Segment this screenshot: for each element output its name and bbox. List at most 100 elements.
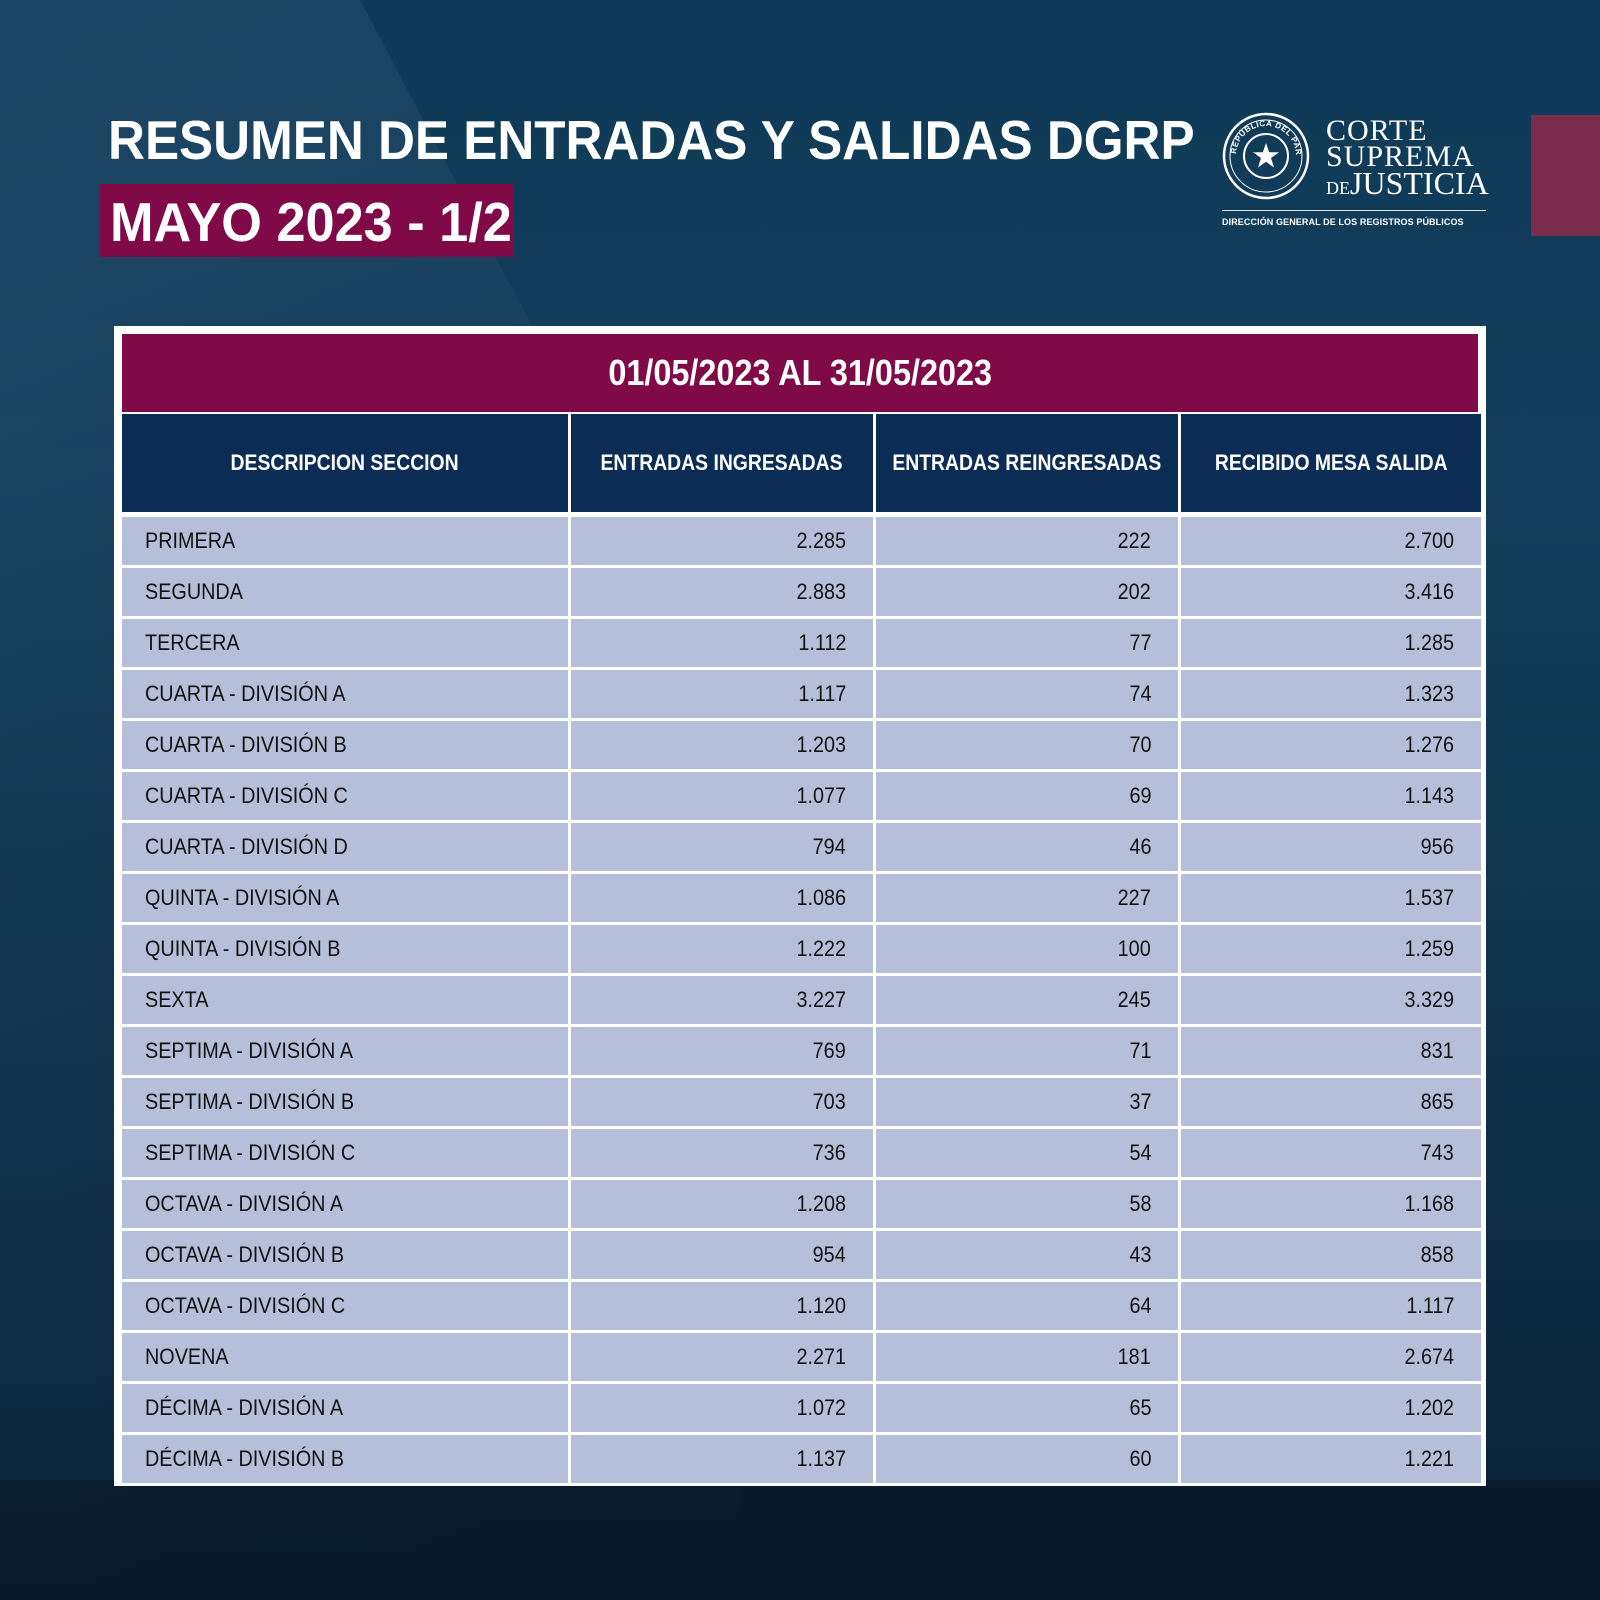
descripcion-cell: OCTAVA - DIVISIÓN A [122, 1180, 568, 1228]
entradas-reingresadas-cell: 245 [876, 976, 1178, 1024]
table-cell-text: 736 [812, 1140, 846, 1165]
entradas-ingresadas-cell: 2.285 [571, 517, 873, 565]
accent-tab [1531, 115, 1600, 236]
entradas-ingresadas-cell: 1.086 [571, 874, 873, 922]
table-cell-text: CUARTA - DIVISIÓN A [145, 681, 346, 706]
entradas-ingresadas-cell: 703 [571, 1078, 873, 1126]
column-header-label: ENTRADAS INGRESADAS [600, 450, 844, 475]
period-label: 01/05/2023 AL 31/05/2023 [608, 352, 992, 393]
recibido-mesa-salida-cell: 1.259 [1181, 925, 1481, 973]
summary-table-card: 01/05/2023 AL 31/05/2023 DESCRIPCION SEC… [114, 326, 1486, 1486]
entradas-ingresadas-cell: 1.112 [571, 619, 873, 667]
table-cell-text: SEPTIMA - DIVISIÓN C [145, 1140, 356, 1165]
table-cell-text: 1.202 [1404, 1395, 1454, 1420]
table-cell-text: 202 [1117, 579, 1151, 604]
descripcion-cell: NOVENA [122, 1333, 568, 1381]
descripcion-cell: QUINTA - DIVISIÓN B [122, 925, 568, 973]
descripcion-cell: OCTAVA - DIVISIÓN C [122, 1282, 568, 1330]
entradas-ingresadas-cell: 1.077 [571, 772, 873, 820]
table-cell-text: 865 [1420, 1089, 1454, 1114]
entradas-reingresadas-cell: 64 [876, 1282, 1178, 1330]
descripcion-cell: SEPTIMA - DIVISIÓN B [122, 1078, 568, 1126]
recibido-mesa-salida-cell: 1.537 [1181, 874, 1481, 922]
table-cell-text: SEGUNDA [145, 579, 243, 604]
recibido-mesa-salida-cell: 1.168 [1181, 1180, 1481, 1228]
page-title: RESUMEN DE ENTRADAS Y SALIDAS DGRP [108, 109, 1195, 171]
entradas-reingresadas-cell: 202 [876, 568, 1178, 616]
entradas-ingresadas-cell: 1.203 [571, 721, 873, 769]
table-cell-text: 1.222 [796, 936, 846, 961]
table-cell-text: 69 [1128, 783, 1151, 808]
table-cell-text: 858 [1420, 1242, 1454, 1267]
entradas-reingresadas-cell: 46 [876, 823, 1178, 871]
column-header-entradas-reingresadas: ENTRADAS REINGRESADAS [876, 414, 1178, 512]
table-cell-text: PRIMERA [145, 528, 236, 553]
entradas-ingresadas-cell: 1.222 [571, 925, 873, 973]
entradas-reingresadas-cell: 222 [876, 517, 1178, 565]
descripcion-cell: CUARTA - DIVISIÓN D [122, 823, 568, 871]
corte-suprema-logo: REPÚBLICA DEL PARAGUAY CORTE SUPREMA DEJ… [1222, 112, 1489, 238]
table-cell-text: 77 [1128, 630, 1151, 655]
entradas-reingresadas-cell: 70 [876, 721, 1178, 769]
recibido-mesa-salida-cell: 1.117 [1181, 1282, 1481, 1330]
table-cell-text: 1.137 [796, 1446, 846, 1471]
table-cell-text: OCTAVA - DIVISIÓN C [145, 1293, 346, 1318]
entradas-ingresadas-cell: 1.120 [571, 1282, 873, 1330]
table-cell-text: 46 [1128, 834, 1151, 859]
descripcion-cell: TERCERA [122, 619, 568, 667]
table-cell-text: SEPTIMA - DIVISIÓN A [145, 1038, 353, 1063]
entradas-reingresadas-cell: 100 [876, 925, 1178, 973]
table-cell-text: 100 [1117, 936, 1151, 961]
table-cell-text: QUINTA - DIVISIÓN A [145, 885, 340, 910]
table-cell-text: 71 [1128, 1038, 1151, 1063]
entradas-reingresadas-cell: 43 [876, 1231, 1178, 1279]
entradas-reingresadas-cell: 37 [876, 1078, 1178, 1126]
entradas-ingresadas-cell: 2.883 [571, 568, 873, 616]
entradas-reingresadas-cell: 65 [876, 1384, 1178, 1432]
table-cell-text: 70 [1128, 732, 1151, 757]
logo-line-justicia: DEJUSTICIA [1326, 167, 1489, 199]
page-subtitle: MAYO 2023 - 1/2 [110, 191, 512, 253]
entradas-ingresadas-cell: 2.271 [571, 1333, 873, 1381]
table-cell-text: 3.416 [1404, 579, 1454, 604]
descripcion-cell: CUARTA - DIVISIÓN C [122, 772, 568, 820]
table-cell-text: 2.285 [796, 528, 846, 553]
table-cell-text: 703 [812, 1089, 846, 1114]
table-cell-text: OCTAVA - DIVISIÓN B [145, 1242, 345, 1267]
table-cell-text: 58 [1128, 1191, 1151, 1216]
descripcion-cell: OCTAVA - DIVISIÓN B [122, 1231, 568, 1279]
descripcion-cell: PRIMERA [122, 517, 568, 565]
table-cell-text: SEPTIMA - DIVISIÓN B [145, 1089, 355, 1114]
entradas-ingresadas-cell: 769 [571, 1027, 873, 1075]
table-cell-text: TERCERA [145, 630, 240, 655]
table-cell-text: CUARTA - DIVISIÓN B [145, 732, 347, 757]
entradas-ingresadas-cell: 1.117 [571, 670, 873, 718]
table-cell-text: DÉCIMA - DIVISIÓN B [145, 1446, 345, 1471]
table-cell-text: 1.112 [797, 630, 846, 655]
table-cell-text: 3.227 [796, 987, 846, 1012]
table-cell-text: 2.700 [1404, 528, 1454, 553]
entradas-reingresadas-cell: 60 [876, 1435, 1178, 1483]
table-cell-text: 1.077 [796, 783, 846, 808]
recibido-mesa-salida-cell: 865 [1181, 1078, 1481, 1126]
recibido-mesa-salida-cell: 831 [1181, 1027, 1481, 1075]
recibido-mesa-salida-cell: 743 [1181, 1129, 1481, 1177]
table-cell-text: 769 [812, 1038, 846, 1063]
column-header-entradas-ingresadas: ENTRADAS INGRESADAS [571, 414, 873, 512]
table-cell-text: 2.271 [796, 1344, 846, 1369]
table-cell-text: 227 [1117, 885, 1151, 910]
descripcion-cell: SEPTIMA - DIVISIÓN C [122, 1129, 568, 1177]
descripcion-cell: CUARTA - DIVISIÓN B [122, 721, 568, 769]
entradas-reingresadas-cell: 74 [876, 670, 1178, 718]
logo-divider [1222, 210, 1486, 211]
table-cell-text: NOVENA [145, 1344, 229, 1369]
column-header-label: DESCRIPCION SECCION [230, 450, 460, 475]
table-cell-text: 1.208 [796, 1191, 846, 1216]
recibido-mesa-salida-cell: 2.674 [1181, 1333, 1481, 1381]
entradas-reingresadas-cell: 71 [876, 1027, 1178, 1075]
table-cell-text: OCTAVA - DIVISIÓN A [145, 1191, 344, 1216]
table-cell-text: 65 [1128, 1395, 1151, 1420]
column-header-label: RECIBIDO MESA SALIDA [1214, 450, 1448, 475]
column-header-descripcion: DESCRIPCION SECCION [122, 414, 568, 512]
column-header-recibido-mesa-salida: RECIBIDO MESA SALIDA [1181, 414, 1481, 512]
